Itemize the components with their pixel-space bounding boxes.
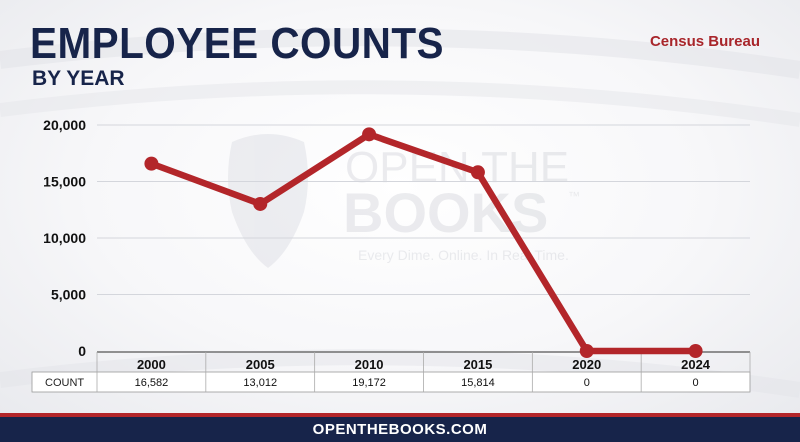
y-tick-label: 15,000 [43,174,86,190]
table-count-value: 0 [584,377,590,389]
grid-lines [97,124,750,295]
x-category-label: 2005 [246,357,275,372]
x-category-label: 2020 [572,357,601,372]
watermark-tm: ™ [568,189,580,203]
x-category-label: 2015 [463,357,492,372]
y-tick-label: 10,000 [43,230,86,246]
x-category-label: 2010 [355,357,384,372]
data-point-2020 [579,344,594,358]
data-table: COUNT 2000 16,582 2005 13,012 2010 19,172 2015… [31,351,751,393]
data-point-2000 [144,156,159,171]
table-count-value: 13,012 [243,377,277,389]
y-tick-label: 0 [78,343,86,359]
x-category-label: 2000 [137,357,166,372]
chart-subtitle: BY YEAR [32,67,125,90]
data-point-2015 [470,165,485,180]
series-employee-count [144,127,703,358]
table-count-value: 19,172 [352,377,386,389]
footer-accent-bar [0,413,800,417]
data-point-2005 [253,196,268,211]
data-point-2010 [362,127,377,142]
y-axis-ticks: 0 5,000 10,000 15,000 20,000 [43,117,86,359]
background [0,0,800,416]
count-row-label: COUNT [45,377,84,389]
table-count-value: 16,582 [135,377,169,389]
table-count-value: 15,814 [461,377,495,389]
watermark-tagline: Every Dime. Online. In Real Time. [358,247,569,263]
source-label: Census Bureau [649,33,760,50]
series-line [148,131,699,355]
y-tick-label: 5,000 [51,287,86,303]
x-category-label: 2024 [681,357,711,372]
y-tick-label: 20,000 [43,117,86,133]
line-chart: OPEN THE BOOKS ™ Every Dime. Online. In … [31,117,751,393]
table-count-value: 0 [693,377,699,389]
data-point-2024 [688,344,703,358]
footer-bar: OPENTHEBOOKS.COM [0,417,800,442]
chart-title: EMPLOYEE COUNTS [30,19,444,68]
